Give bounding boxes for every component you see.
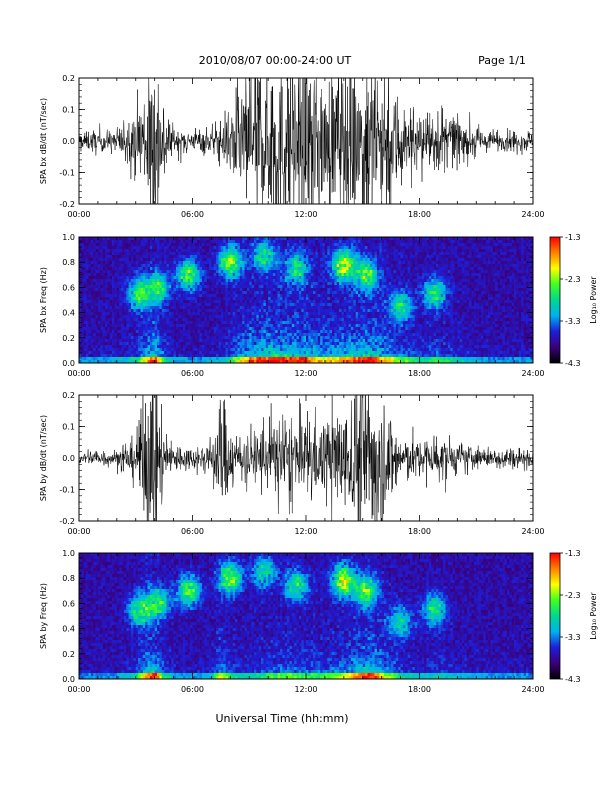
colorbar-label: Log₁₀ Power — [589, 276, 598, 324]
x-tick-label: 06:00 — [181, 685, 204, 694]
y-tick-label: 0.0 — [62, 137, 75, 146]
y-tick-label: 0.8 — [62, 574, 75, 583]
y-tick-label: 0.2 — [62, 650, 75, 659]
x-tick-label: 24:00 — [521, 527, 544, 536]
x-tick-label: 00:00 — [67, 210, 90, 219]
x-tick-label: 00:00 — [67, 369, 90, 378]
by-spectrogram-panel: 00:00 06:00 12:00 18:00 24:00 1.0 0.8 0.6 0.4 0.2… — [39, 549, 545, 694]
y-tick-label: 0.6 — [62, 599, 75, 608]
colorbar-gradient — [549, 552, 561, 680]
plot-frame — [78, 236, 534, 364]
x-tick-label: 12:00 — [294, 210, 317, 219]
by-waveform-panel: 00:00 06:00 12:00 18:00 24:00 0.2 0.1 0.0 -0.1 -0… — [39, 391, 545, 536]
colorbar-tick-label: -2.3 — [565, 275, 581, 284]
y-tick-label: 0.1 — [62, 106, 75, 115]
x-tick-label: 18:00 — [408, 210, 431, 219]
x-tick-label: 12:00 — [294, 369, 317, 378]
y-tick-label: 0.2 — [62, 334, 75, 343]
x-tick-label: 18:00 — [408, 527, 431, 536]
x-tick-label: 06:00 — [181, 369, 204, 378]
bx-spectrogram-panel: 00:00 06:00 12:00 18:00 24:00 1.0 0.8 0.6 0.4 0.2… — [39, 233, 545, 378]
page-indicator: Page 1/1 — [478, 54, 526, 67]
y-tick-label: 0.8 — [62, 258, 75, 267]
y-tick-label: -0.2 — [59, 517, 75, 526]
x-tick-label: 18:00 — [408, 369, 431, 378]
y-axis-label: SPA by Freq (Hz) — [39, 583, 48, 649]
plot-frame — [78, 552, 534, 680]
bx-colorbar: -1.3 -2.3 -3.3 -4.3 Log₁₀ Power — [549, 233, 598, 368]
y-tick-label: 0.4 — [62, 625, 75, 634]
colorbar-tick-label: -1.3 — [565, 549, 581, 558]
y-tick-label: 0.2 — [62, 74, 75, 83]
plot-frame — [78, 394, 534, 522]
spectrogram-image — [79, 237, 534, 364]
waveform-trace — [79, 78, 533, 204]
plot-frame — [78, 77, 534, 205]
spectrogram-image — [79, 553, 534, 680]
x-tick-label: 00:00 — [67, 685, 90, 694]
y-tick-label: 1.0 — [62, 233, 75, 242]
y-tick-label: -0.1 — [59, 169, 75, 178]
x-tick-label: 06:00 — [181, 527, 204, 536]
y-tick-label: 0.0 — [62, 675, 75, 684]
x-tick-label: 00:00 — [67, 527, 90, 536]
colorbar-tick-label: -4.3 — [565, 675, 581, 684]
colorbar-gradient — [549, 236, 561, 364]
y-tick-label: 1.0 — [62, 549, 75, 558]
x-tick-label: 12:00 — [294, 685, 317, 694]
colorbar-tick-label: -3.3 — [565, 633, 581, 642]
y-axis-label: SPA by dB/dt (nT/sec) — [39, 415, 48, 501]
y-tick-label: 0.1 — [62, 423, 75, 432]
y-tick-label: 0.0 — [62, 359, 75, 368]
x-tick-label: 18:00 — [408, 685, 431, 694]
y-tick-label: -0.2 — [59, 200, 75, 209]
x-axis-title: Universal Time (hh:mm) — [216, 712, 349, 725]
y-tick-label: 0.2 — [62, 391, 75, 400]
y-axis-label: SPA bx Freq (Hz) — [39, 267, 48, 333]
y-tick-label: -0.1 — [59, 486, 75, 495]
x-tick-label: 24:00 — [521, 369, 544, 378]
waveform-trace — [79, 395, 533, 521]
y-tick-label: 0.6 — [62, 283, 75, 292]
x-tick-label: 06:00 — [181, 210, 204, 219]
x-tick-label: 24:00 — [521, 685, 544, 694]
bx-waveform-panel: 00:00 06:00 12:00 18:00 24:00 0.2 0.1 0.0 -0.1 -0… — [39, 74, 545, 219]
colorbar-tick-label: -3.3 — [565, 317, 581, 326]
colorbar-tick-label: -2.3 — [565, 591, 581, 600]
by-colorbar: -1.3 -2.3 -3.3 -4.3 Log₁₀ Power — [549, 549, 598, 684]
y-axis-label: SPA bx dB/dt (nT/sec) — [39, 98, 48, 184]
y-tick-label: 0.0 — [62, 454, 75, 463]
figure-title: 2010/08/07 00:00-24:00 UT — [199, 54, 352, 67]
y-tick-label: 0.4 — [62, 309, 75, 318]
x-tick-label: 12:00 — [294, 527, 317, 536]
colorbar-label: Log₁₀ Power — [589, 592, 598, 640]
x-tick-label: 24:00 — [521, 210, 544, 219]
colorbar-tick-label: -1.3 — [565, 233, 581, 242]
colorbar-tick-label: -4.3 — [565, 359, 581, 368]
